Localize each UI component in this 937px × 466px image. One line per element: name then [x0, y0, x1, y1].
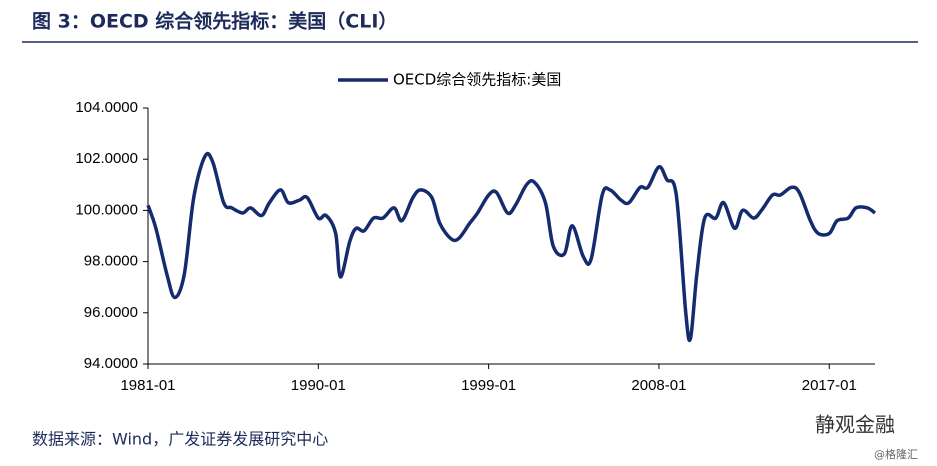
data-line [146, 151, 877, 343]
y-tick-label: 94.0000 [84, 355, 138, 372]
legend-label: OECD综合领先指标:美国 [393, 71, 561, 89]
source: 数据来源：Wind，广发证券发展研究中心 [32, 430, 328, 449]
watermark: 静观金融 [815, 413, 895, 437]
x-tick-label: 1981-01 [120, 377, 175, 394]
y-tick-label: 98.0000 [84, 253, 138, 270]
x-tick-label: 2017-01 [802, 377, 857, 394]
credit: @格隆汇 [874, 447, 918, 461]
y-tick-label: 104.0000 [75, 99, 138, 116]
y-tick-label: 102.0000 [75, 150, 138, 167]
x-tick-label: 2008-01 [631, 377, 686, 394]
x-tick-label: 1999-01 [461, 377, 516, 394]
y-tick-label: 96.0000 [84, 304, 138, 321]
y-tick-label: 100.0000 [75, 201, 138, 218]
chart-title: 图 3：OECD 综合领先指标：美国（CLI） [32, 10, 397, 33]
x-tick-label: 1990-01 [291, 377, 346, 394]
